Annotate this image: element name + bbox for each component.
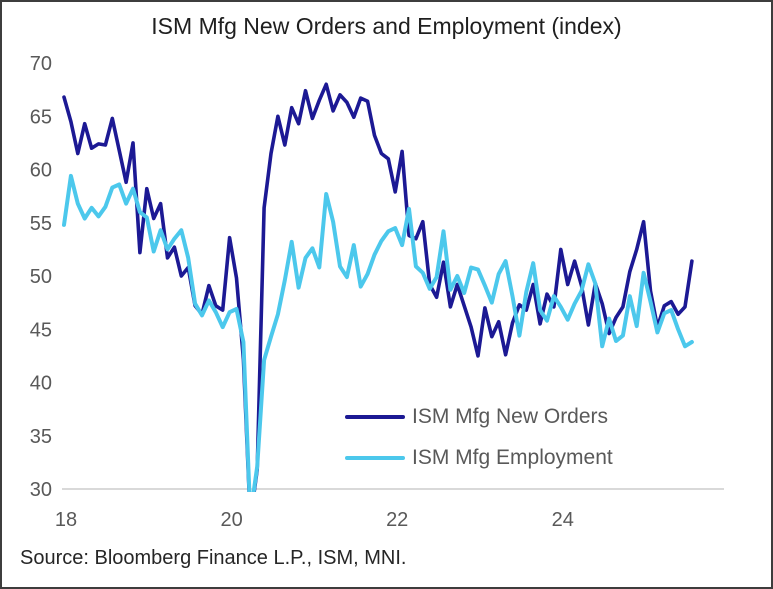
y-tick-label-35: 35	[30, 426, 52, 448]
legend: ISM Mfg New Orders ISM Mfg Employment	[345, 405, 613, 488]
employment-line	[62, 173, 694, 492]
y-tick-label-40: 40	[30, 373, 52, 395]
employment-line-swatch	[345, 456, 405, 460]
y-tick-label-30: 30	[30, 479, 52, 501]
x-tick-label-22: 22	[386, 509, 408, 531]
y-tick-label-70: 70	[30, 53, 52, 75]
x-tick-label-24: 24	[552, 509, 574, 531]
x-tick-label-18: 18	[55, 509, 77, 531]
legend-label-employment: ISM Mfg Employment	[412, 446, 613, 469]
x-tick-label-20: 20	[220, 509, 242, 531]
legend-item-employment: ISM Mfg Employment	[345, 446, 613, 469]
y-tick-label-60: 60	[30, 160, 52, 182]
y-tick-label-55: 55	[30, 213, 52, 235]
legend-label-new-orders: ISM Mfg New Orders	[412, 405, 609, 428]
y-tick-label-65: 65	[30, 106, 52, 128]
y-tick-label-50: 50	[30, 266, 52, 288]
new-orders-line-swatch	[345, 415, 405, 419]
new-orders-line	[62, 82, 694, 492]
legend-item-new-orders: ISM Mfg New Orders	[345, 405, 613, 428]
y-tick-label-45: 45	[30, 319, 52, 341]
source-note: Source: Bloomberg Finance L.P., ISM, MNI…	[20, 547, 407, 569]
chart-title: ISM Mfg New Orders and Employment (index…	[151, 13, 622, 39]
